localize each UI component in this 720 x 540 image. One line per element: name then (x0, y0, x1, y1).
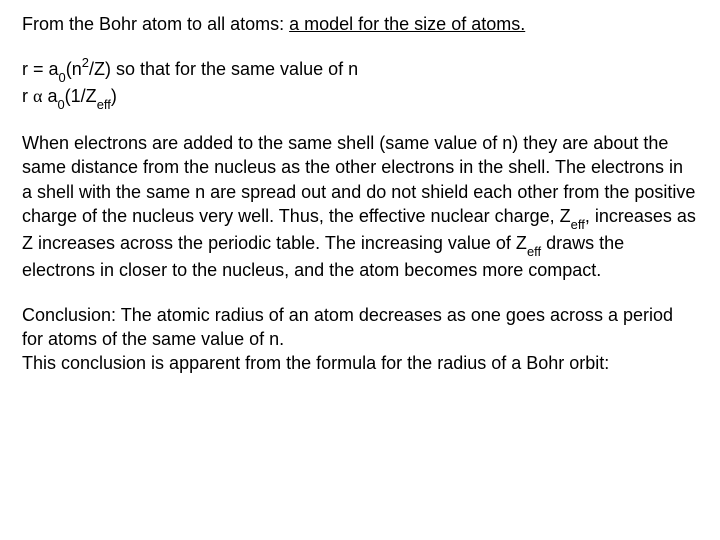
eq1-sup2: 2 (82, 55, 89, 70)
eq1-c: /Z) so that for the same value of n (89, 59, 358, 79)
eq2-c: (1/Z (65, 86, 97, 106)
equations-block: r = a0(n2/Z) so that for the same value … (22, 55, 698, 111)
body-subeff1: eff (571, 217, 585, 232)
eq1-a: r = a (22, 59, 59, 79)
conclusion-paragraph: Conclusion: The atomic radius of an atom… (22, 303, 698, 376)
eq2-d: ) (111, 86, 117, 106)
eq2-subeff: eff (97, 97, 111, 112)
title-underlined: a model for the size of atoms. (289, 14, 525, 34)
slide-title: From the Bohr atom to all atoms: a model… (22, 14, 698, 35)
eq2-a: r (22, 86, 33, 106)
body-paragraph: When electrons are added to the same she… (22, 131, 698, 282)
eq1-b: (n (66, 59, 82, 79)
conclusion-line1: Conclusion: The atomic radius of an atom… (22, 305, 673, 349)
eq2-b: a (42, 86, 57, 106)
eq1-sub0: 0 (59, 70, 66, 85)
slide-page: From the Bohr atom to all atoms: a model… (0, 0, 720, 540)
title-prefix: From the Bohr atom to all atoms: (22, 14, 289, 34)
conclusion-line2: This conclusion is apparent from the for… (22, 353, 609, 373)
eq2-sub0: 0 (57, 97, 64, 112)
body-subeff2: eff (527, 244, 541, 259)
